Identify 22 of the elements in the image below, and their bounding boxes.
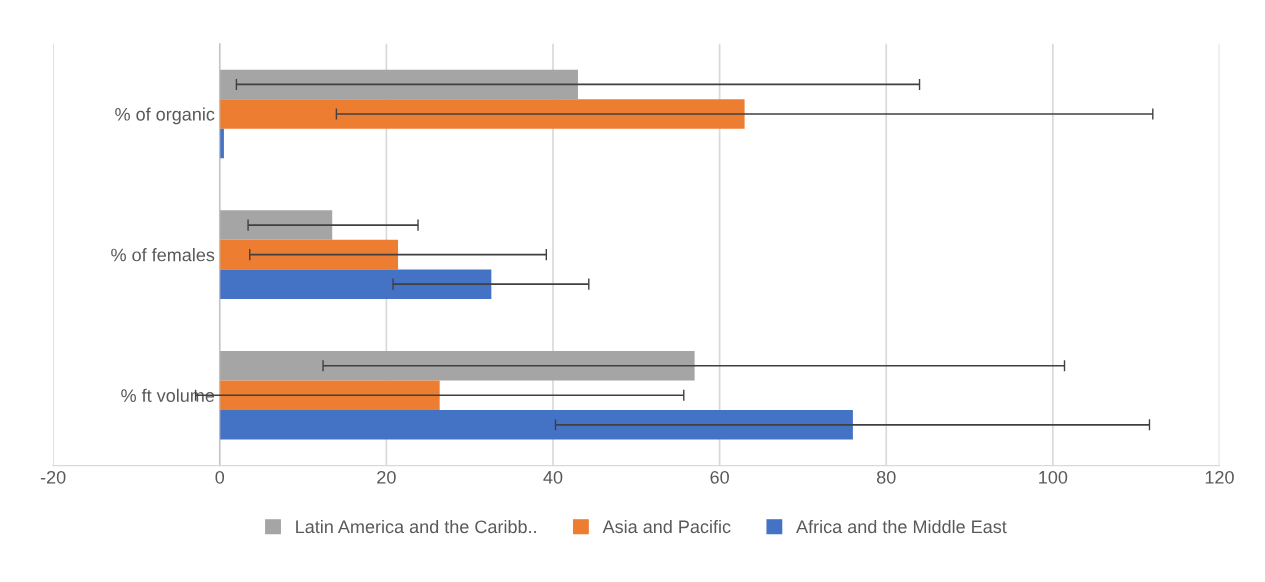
legend-label: Asia and Pacific [602,519,731,534]
bar [219,239,399,270]
x-tick-label: 100 [1039,470,1068,484]
x-tick-label: -20 [40,470,66,484]
x-tick-label: 0 [215,470,225,484]
legend-label: Latin America and the Caribb.. [296,519,536,534]
y-tick-label: % of organic [115,107,215,125]
x-tick-label: 80 [876,470,896,484]
bar [219,410,853,440]
y-tick-label: % of females [111,248,215,262]
x-tick-label: 40 [543,470,563,484]
legend-label: Africa and the Middle East [796,519,1007,534]
bar [219,99,745,129]
x-tick-label: 20 [377,470,396,484]
bar [219,69,578,100]
bar [219,350,695,381]
bar [219,128,224,159]
bar [219,269,492,299]
bar [219,210,333,240]
x-tick-label: 120 [1205,470,1234,484]
bar [219,380,440,411]
x-tick-label: 60 [710,470,729,484]
